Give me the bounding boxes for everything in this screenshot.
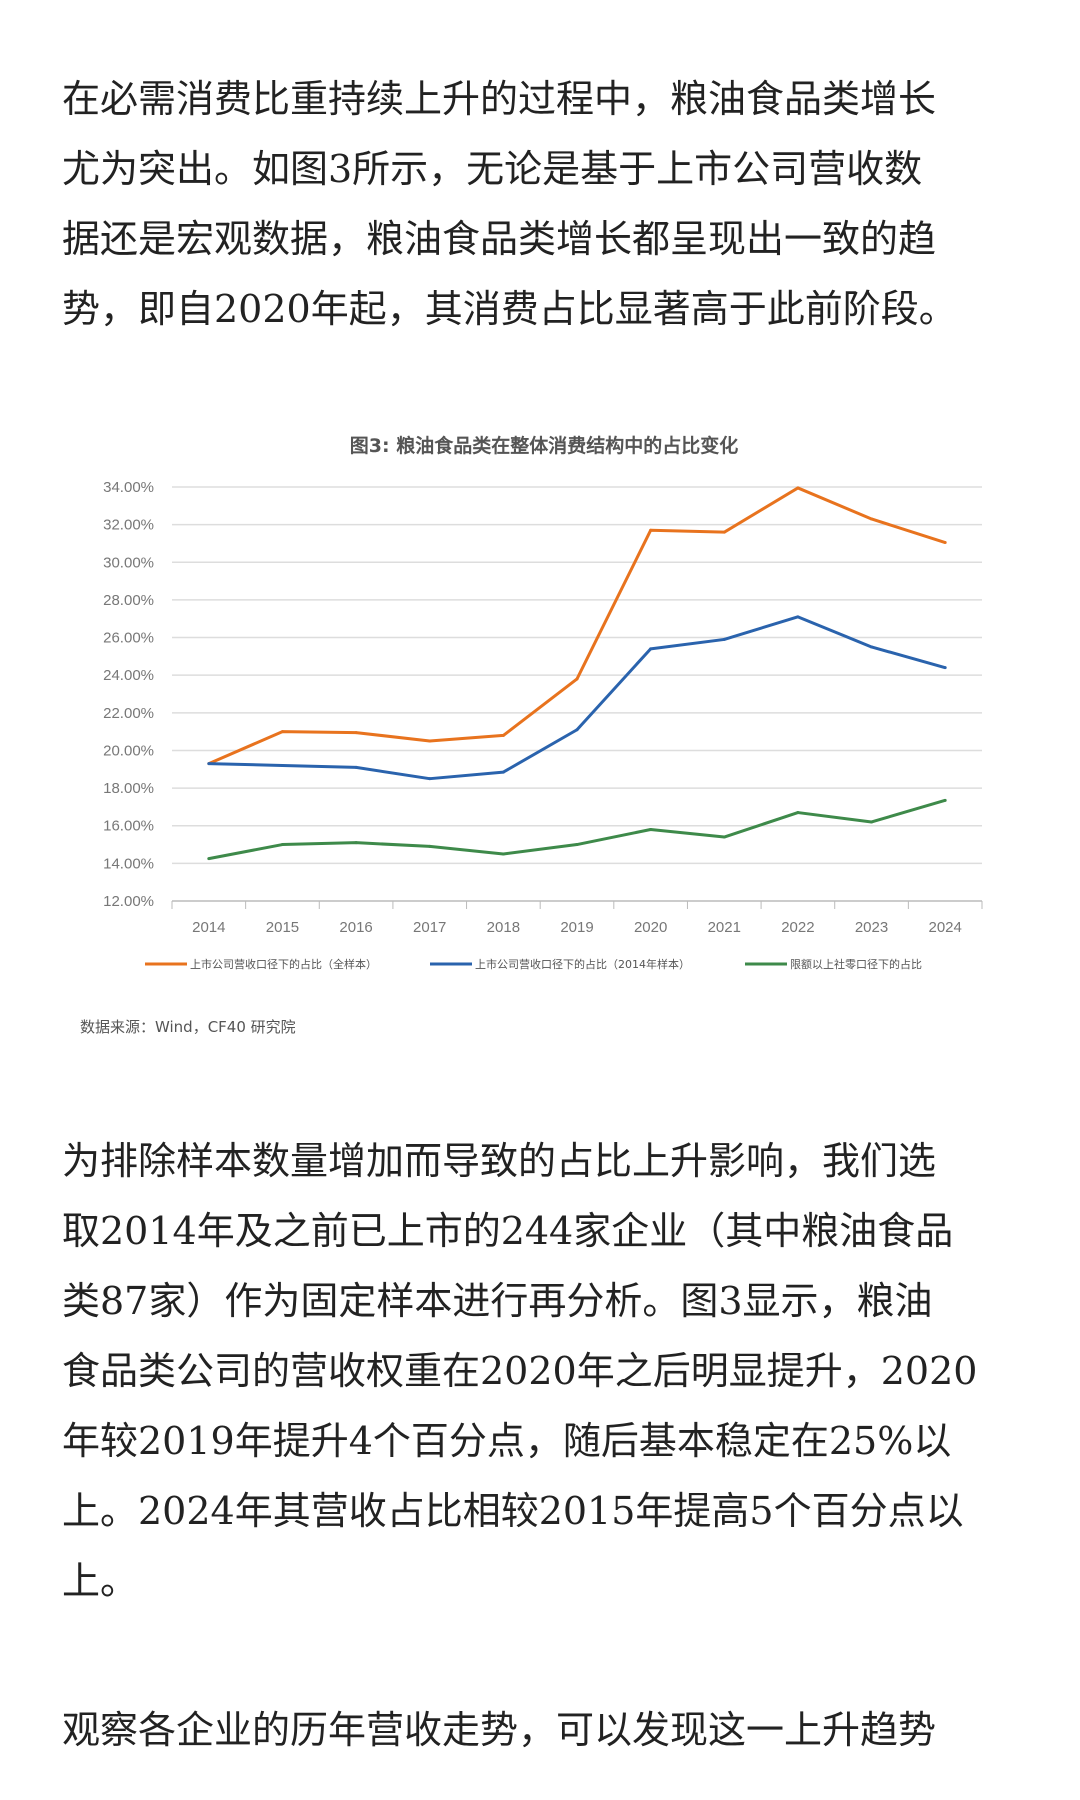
x-tick-label: 2023 xyxy=(855,919,888,936)
data-point xyxy=(354,841,358,845)
y-tick-label: 26.00% xyxy=(103,630,154,647)
data-point xyxy=(575,843,579,847)
data-point xyxy=(722,835,726,839)
x-tick-label: 2016 xyxy=(339,919,372,936)
x-tick-label: 2022 xyxy=(781,919,814,936)
data-point xyxy=(280,730,284,734)
y-tick-label: 22.00% xyxy=(103,705,154,722)
data-point xyxy=(575,677,579,681)
text-line: 据还是宏观数据，粮油食品类增长都呈现出一致的趋 xyxy=(62,217,937,261)
data-point xyxy=(649,647,653,651)
y-tick-label: 20.00% xyxy=(103,742,154,759)
line-chart: 图3: 粮油食品类在整体消费结构中的占比变化 12.00% 14.00% 16.00… xyxy=(80,434,983,1036)
y-tick-label: 18.00% xyxy=(103,780,154,797)
y-tick-label: 34.00% xyxy=(103,479,154,496)
text-line: 上。2024年其营收占比相较2015年提高5个百分点以 xyxy=(62,1489,964,1533)
data-point xyxy=(649,827,653,831)
x-tick-label: 2017 xyxy=(413,919,446,936)
data-point xyxy=(870,820,874,824)
data-point xyxy=(943,541,947,545)
legend-label: 上市公司营收口径下的占比（全样本） xyxy=(190,957,377,971)
data-point xyxy=(722,637,726,641)
text-line: 取2014年及之前已上市的244家企业（其中粮油食品 xyxy=(62,1209,954,1253)
x-tick-label: 2021 xyxy=(708,919,741,936)
data-point xyxy=(280,843,284,847)
text-line: 在必需消费比重持续上升的过程中，粮油食品类增长 xyxy=(62,77,937,121)
data-point xyxy=(280,764,284,768)
data-point xyxy=(428,844,432,848)
data-point xyxy=(501,852,505,856)
data-point xyxy=(428,777,432,781)
x-tick-label: 2019 xyxy=(560,919,593,936)
data-point xyxy=(870,517,874,521)
text-line: 为排除样本数量增加而导致的占比上升影响，我们选 xyxy=(62,1139,937,1183)
y-tick-label: 30.00% xyxy=(103,554,154,571)
text-line: 势，即自2020年起，其消费占比显著高于此前阶段。 xyxy=(62,287,957,331)
data-point xyxy=(796,811,800,815)
text-line: 食品类公司的营收权重在2020年之后明显提升，2020 xyxy=(62,1349,978,1393)
chart-source: 数据来源：Wind，CF40 研究院 xyxy=(80,1018,296,1036)
text-line: 观察各企业的历年营收走势，可以发现这一上升趋势 xyxy=(62,1708,937,1752)
x-tick-label: 2018 xyxy=(487,919,520,936)
data-point xyxy=(722,530,726,534)
data-point xyxy=(207,762,211,766)
x-tick-label: 2020 xyxy=(634,919,667,936)
series-line-2 xyxy=(208,615,946,781)
y-tick-label: 28.00% xyxy=(103,592,154,609)
text-line: 类87家）作为固定样本进行再分析。图3显示，粮油 xyxy=(62,1279,933,1323)
text-line: 上。 xyxy=(62,1559,139,1603)
data-point xyxy=(428,739,432,743)
paragraph-1: 在必需消费比重持续上升的过程中，粮油食品类增长 尤为突出。如图3所示，无论是基于… xyxy=(62,64,1042,344)
x-tick-label: 2015 xyxy=(266,919,299,936)
paragraph-3: 观察各企业的历年营收走势，可以发现这一上升趋势 xyxy=(62,1695,1042,1765)
legend-label: 上市公司营收口径下的占比（2014年样本） xyxy=(475,957,690,971)
y-tick-label: 14.00% xyxy=(103,855,154,872)
data-point xyxy=(649,528,653,532)
paragraph-2: 为排除样本数量增加而导致的占比上升影响，我们选 取2014年及之前已上市的244… xyxy=(62,1126,1042,1616)
y-tick-label: 12.00% xyxy=(103,893,154,910)
y-tick-label: 32.00% xyxy=(103,517,154,534)
y-tick-label: 16.00% xyxy=(103,818,154,835)
data-point xyxy=(796,615,800,619)
text-line: 年较2019年提升4个百分点，随后基本稳定在25%以 xyxy=(62,1419,952,1463)
data-point xyxy=(354,765,358,769)
data-point xyxy=(796,486,800,490)
data-point xyxy=(501,733,505,737)
chart-title: 图3: 粮油食品类在整体消费结构中的占比变化 xyxy=(350,434,738,457)
x-tick-label: 2024 xyxy=(928,919,961,936)
series-line-3 xyxy=(208,798,946,861)
y-tick-label: 24.00% xyxy=(103,667,154,684)
data-point xyxy=(354,731,358,735)
series-line-1 xyxy=(208,486,946,766)
x-tick-label: 2014 xyxy=(192,919,225,936)
data-point xyxy=(207,857,211,861)
data-point xyxy=(943,666,947,670)
text-line: 尤为突出。如图3所示，无论是基于上市公司营收数 xyxy=(62,147,923,191)
data-point xyxy=(870,645,874,649)
data-point xyxy=(943,798,947,802)
data-point xyxy=(501,770,505,774)
legend-label: 限额以上社零口径下的占比 xyxy=(790,957,922,971)
data-point xyxy=(575,728,579,732)
